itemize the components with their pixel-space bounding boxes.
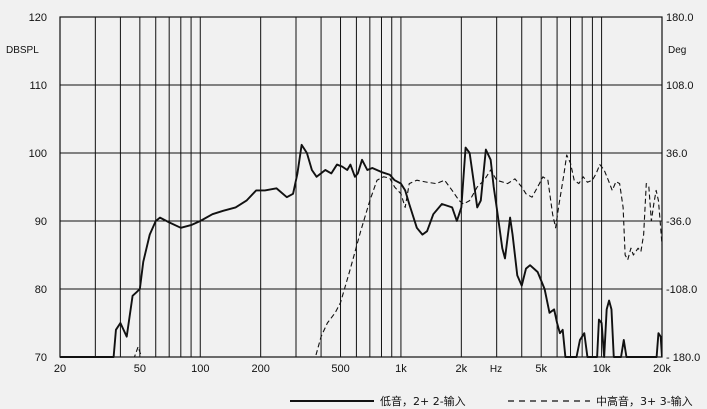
x-tick-label: 20k bbox=[653, 363, 671, 375]
x-tick-labels: 20 50 100 200 500 1k 2k 5k 10k 20k bbox=[54, 363, 671, 375]
x-tick-label: 500 bbox=[331, 363, 349, 375]
y-tick-label: 90 bbox=[35, 216, 47, 228]
series-layer bbox=[60, 143, 662, 358]
plot-area bbox=[60, 17, 662, 357]
y-tick-labels: 70 80 90 100 110 120 bbox=[29, 12, 47, 364]
y2-tick-label: 180.0 bbox=[666, 12, 694, 24]
legend-label-mid-high: 中高音，3+ 3-输入 bbox=[596, 394, 693, 408]
x-tick-label: 2k bbox=[456, 363, 468, 375]
x-tick-label: 20 bbox=[54, 363, 66, 375]
x-unit-label: Hz bbox=[490, 364, 502, 375]
x-gridlines bbox=[59, 17, 663, 357]
x-tick-label: 5k bbox=[535, 363, 547, 375]
y-tick-label: 100 bbox=[29, 148, 47, 160]
y-tick-label: 120 bbox=[29, 12, 47, 24]
x-tick-label: 50 bbox=[134, 363, 146, 375]
y2-tick-label: -36.0 bbox=[666, 216, 691, 228]
x-tick-label: 1k bbox=[395, 363, 407, 375]
y-tick-label: 80 bbox=[35, 284, 47, 296]
right-unit-label: Deg bbox=[668, 45, 686, 56]
legend-label-woofer: 低音，2+ 2-输入 bbox=[380, 394, 466, 408]
y2-tick-label: 108.0 bbox=[666, 80, 694, 92]
woofer-response-line bbox=[60, 143, 662, 358]
y2-tick-label: - 180.0 bbox=[666, 352, 700, 364]
y2-tick-label: 36.0 bbox=[666, 148, 687, 160]
x-tick-label: 10k bbox=[593, 363, 611, 375]
y2-tick-labels: 180.0 108.0 36.0 -36.0 -108.0 - 180.0 bbox=[666, 12, 700, 364]
y-tick-label: 110 bbox=[29, 80, 47, 92]
plot-frame bbox=[59, 16, 663, 358]
legend: 低音，2+ 2-输入 中高音，3+ 3-输入 bbox=[290, 394, 693, 408]
y2-tick-label: -108.0 bbox=[666, 284, 697, 296]
y-tick-label: 70 bbox=[35, 352, 47, 364]
mid-high-response-line bbox=[60, 154, 662, 358]
left-unit-label: DBSPL bbox=[6, 45, 39, 56]
x-tick-label: 200 bbox=[251, 363, 269, 375]
x-tick-label: 100 bbox=[191, 363, 209, 375]
